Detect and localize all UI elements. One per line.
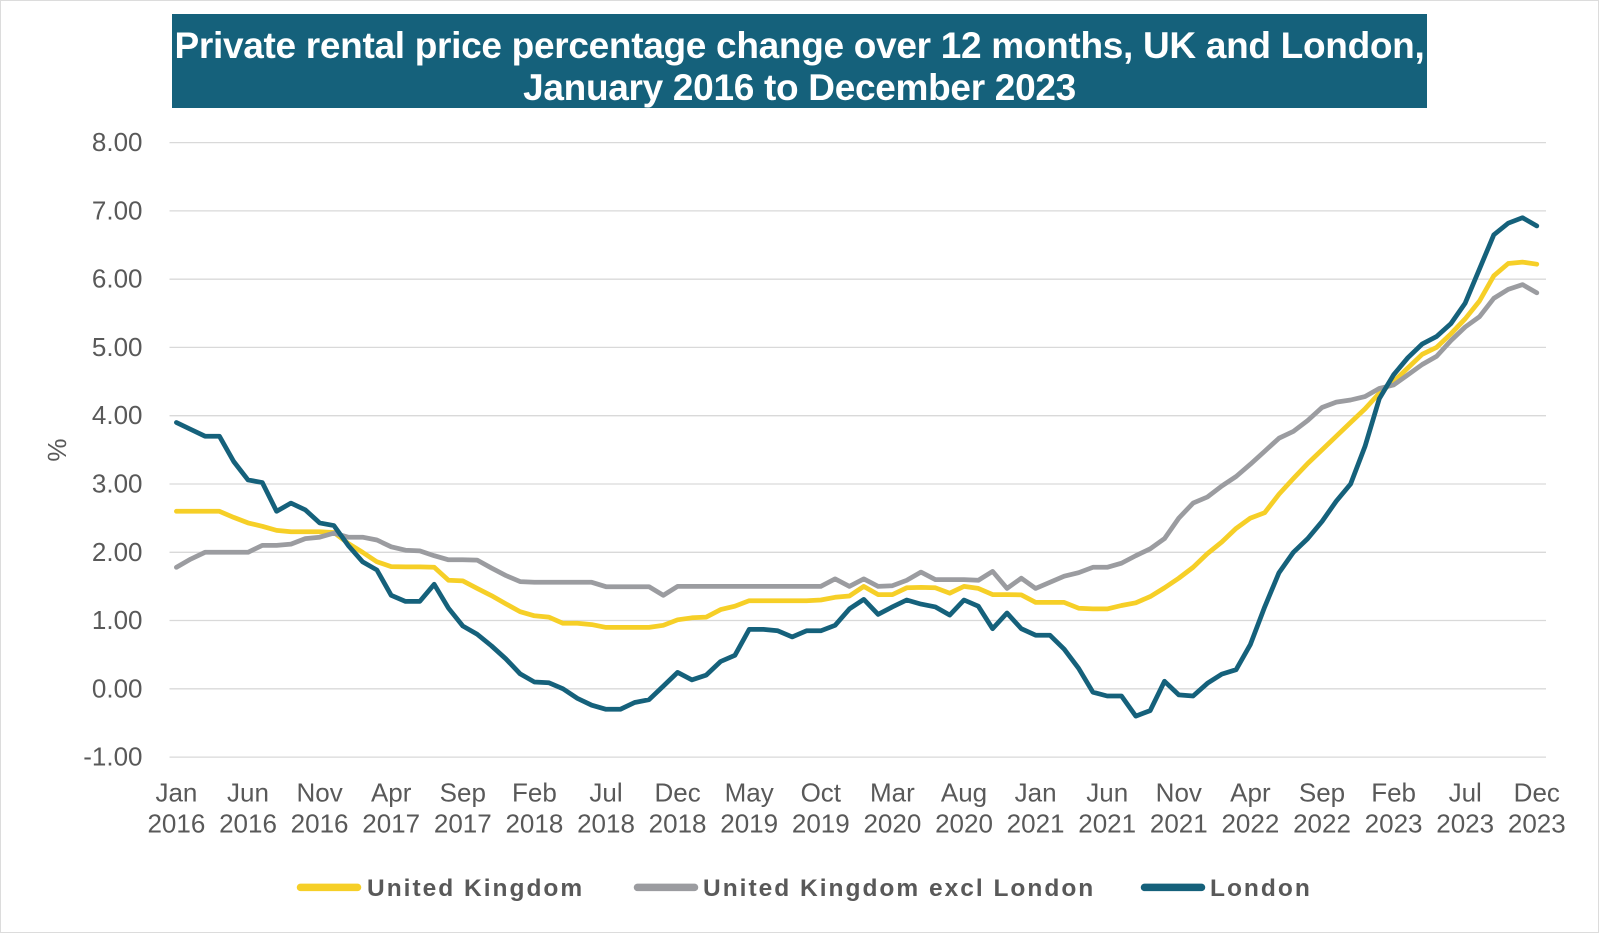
svg-text:London: London: [1210, 875, 1312, 902]
svg-text:2016: 2016: [147, 809, 205, 839]
svg-text:Sep: Sep: [1299, 778, 1345, 808]
svg-text:Jul: Jul: [1449, 778, 1482, 808]
svg-text:United Kingdom excl London: United Kingdom excl London: [703, 875, 1095, 902]
svg-text:2017: 2017: [434, 809, 492, 839]
svg-text:2017: 2017: [362, 809, 420, 839]
svg-text:Dec: Dec: [654, 778, 700, 808]
svg-text:5.00: 5.00: [92, 332, 143, 362]
svg-text:Mar: Mar: [870, 778, 915, 808]
svg-text:Apr: Apr: [371, 778, 412, 808]
svg-text:Feb: Feb: [1371, 778, 1416, 808]
svg-text:8.00: 8.00: [92, 127, 143, 157]
svg-text:United Kingdom: United Kingdom: [367, 875, 584, 902]
svg-text:2019: 2019: [720, 809, 778, 839]
svg-text:Jul: Jul: [589, 778, 622, 808]
svg-text:0.00: 0.00: [92, 673, 143, 703]
svg-text:Jun: Jun: [1086, 778, 1128, 808]
svg-text:Feb: Feb: [512, 778, 557, 808]
svg-text:2023: 2023: [1508, 809, 1566, 839]
svg-text:Nov: Nov: [296, 778, 342, 808]
svg-text:2.00: 2.00: [92, 537, 143, 567]
svg-text:6.00: 6.00: [92, 264, 143, 294]
svg-text:Jun: Jun: [227, 778, 269, 808]
svg-text:2021: 2021: [1150, 809, 1208, 839]
svg-text:%: %: [42, 438, 72, 461]
svg-text:2021: 2021: [1007, 809, 1065, 839]
svg-text:2022: 2022: [1221, 809, 1279, 839]
svg-text:Oct: Oct: [801, 778, 842, 808]
svg-text:2018: 2018: [577, 809, 635, 839]
svg-text:2022: 2022: [1293, 809, 1351, 839]
svg-text:2023: 2023: [1365, 809, 1423, 839]
svg-text:7.00: 7.00: [92, 195, 143, 225]
svg-text:Aug: Aug: [941, 778, 987, 808]
svg-text:3.00: 3.00: [92, 469, 143, 499]
svg-text:1.00: 1.00: [92, 605, 143, 635]
svg-text:-1.00: -1.00: [83, 742, 142, 772]
svg-text:Jan: Jan: [1015, 778, 1057, 808]
svg-text:4.00: 4.00: [92, 400, 143, 430]
svg-text:2018: 2018: [649, 809, 707, 839]
svg-text:May: May: [725, 778, 774, 808]
svg-text:Nov: Nov: [1156, 778, 1202, 808]
svg-text:Jan: Jan: [155, 778, 197, 808]
svg-text:Sep: Sep: [440, 778, 486, 808]
svg-text:2020: 2020: [863, 809, 921, 839]
svg-text:2023: 2023: [1436, 809, 1494, 839]
svg-text:2016: 2016: [219, 809, 277, 839]
svg-text:2020: 2020: [935, 809, 993, 839]
svg-text:2019: 2019: [792, 809, 850, 839]
svg-text:Dec: Dec: [1514, 778, 1560, 808]
svg-text:2018: 2018: [505, 809, 563, 839]
svg-text:Apr: Apr: [1230, 778, 1271, 808]
svg-text:2016: 2016: [291, 809, 349, 839]
svg-text:2021: 2021: [1078, 809, 1136, 839]
